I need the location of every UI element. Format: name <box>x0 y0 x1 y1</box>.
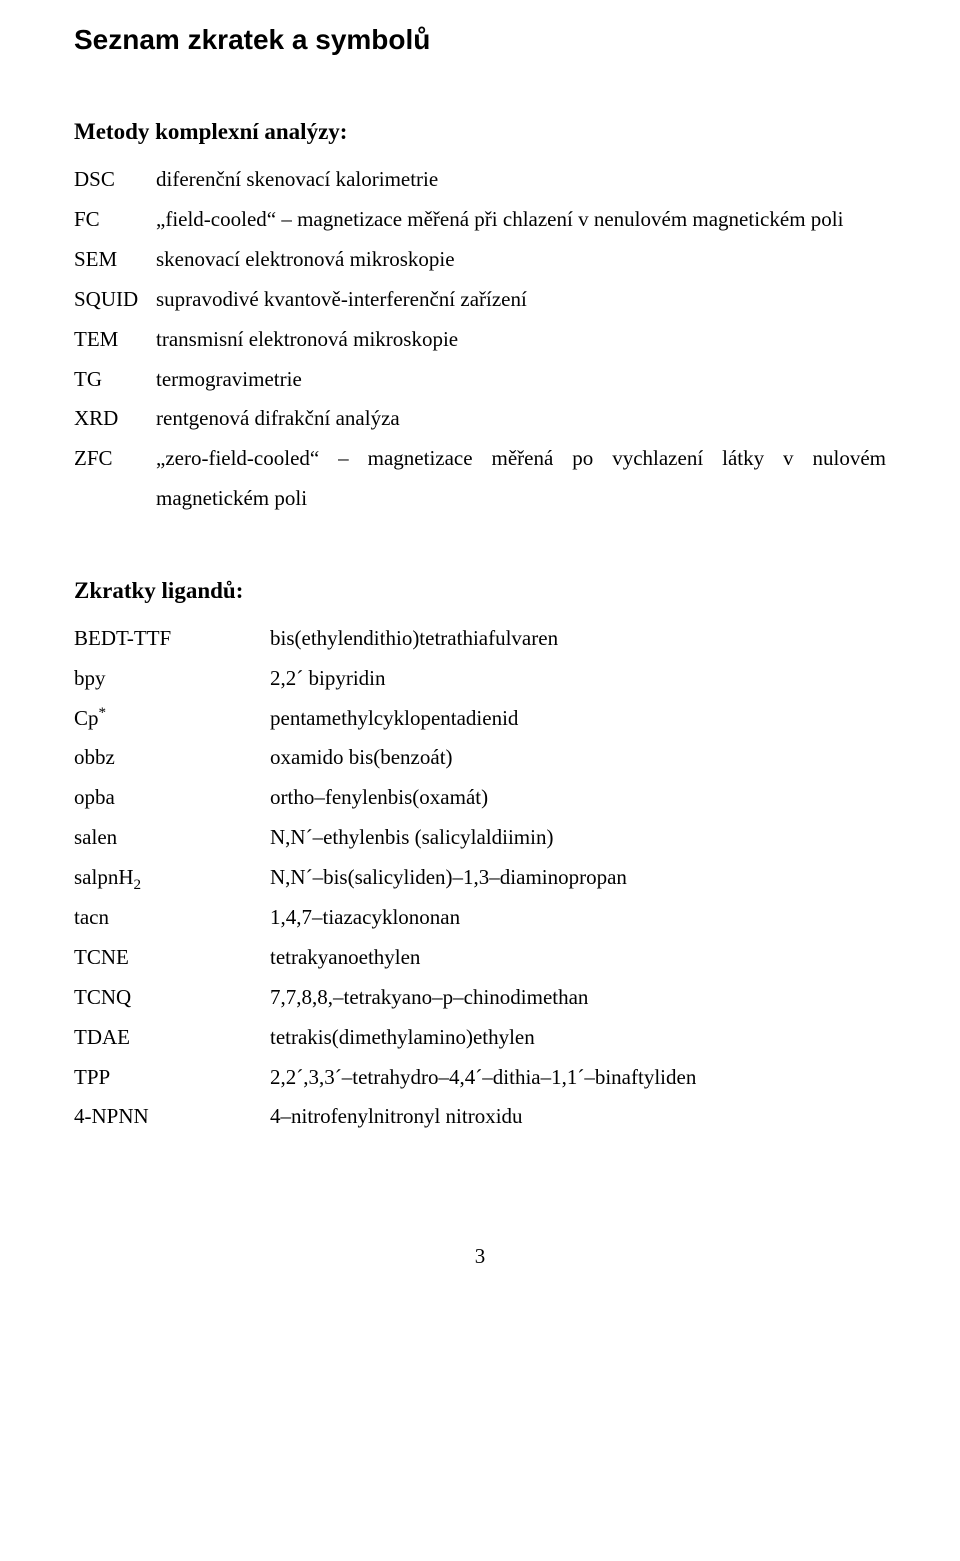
abbrev-term: SEM <box>74 240 156 280</box>
abbrev-row: Cp*pentamethylcyklopentadienid <box>74 699 886 739</box>
abbrev-term: TDAE <box>74 1018 270 1058</box>
abbrev-desc: transmisní elektronová mikroskopie <box>156 320 886 360</box>
abbrev-desc: ortho–fenylenbis(oxamát) <box>270 778 886 818</box>
abbrev-term: Cp* <box>74 699 270 739</box>
section2-heading: Zkratky ligandů: <box>74 569 886 613</box>
abbrev-desc: pentamethylcyklopentadienid <box>270 699 886 739</box>
abbrev-term: TG <box>74 360 156 400</box>
abbrev-term: obbz <box>74 738 270 778</box>
abbrev-term: tacn <box>74 898 270 938</box>
abbrev-row: 4-NPNN4–nitrofenylnitronyl nitroxidu <box>74 1097 886 1137</box>
abbrev-row: opbaortho–fenylenbis(oxamát) <box>74 778 886 818</box>
abbrev-desc: 4–nitrofenylnitronyl nitroxidu <box>270 1097 886 1137</box>
abbrev-term: 4-NPNN <box>74 1097 270 1137</box>
abbrev-row: DSCdiferenční skenovací kalorimetrie <box>74 160 886 200</box>
abbrev-desc: skenovací elektronová mikroskopie <box>156 240 886 280</box>
section2-table: BEDT-TTFbis(ethylendithio)tetrathiafulva… <box>74 619 886 1138</box>
abbrev-desc: supravodivé kvantově-interferenční zaříz… <box>156 280 886 320</box>
abbrev-desc: diferenční skenovací kalorimetrie <box>156 160 886 200</box>
abbrev-row: XRDrentgenová difrakční analýza <box>74 399 886 439</box>
abbrev-term: opba <box>74 778 270 818</box>
abbrev-term: ZFC <box>74 439 156 519</box>
abbrev-term: salpnH2 <box>74 858 270 898</box>
section1-heading: Metody komplexní analýzy: <box>74 110 886 154</box>
abbrev-desc: „field-cooled“ – magnetizace měřená při … <box>156 200 886 240</box>
abbrev-row: TGtermogravimetrie <box>74 360 886 400</box>
abbrev-row: SQUIDsupravodivé kvantově-interferenční … <box>74 280 886 320</box>
abbrev-row: obbzoxamido bis(benzoát) <box>74 738 886 778</box>
abbrev-row: tacn1,4,7–tiazacyklononan <box>74 898 886 938</box>
abbrev-term: FC <box>74 200 156 240</box>
abbrev-desc: bis(ethylendithio)tetrathiafulvaren <box>270 619 886 659</box>
abbrev-desc: termogravimetrie <box>156 360 886 400</box>
abbrev-term: TCNE <box>74 938 270 978</box>
abbrev-desc: 2,2´ bipyridin <box>270 659 886 699</box>
page-title: Seznam zkratek a symbolů <box>74 22 886 58</box>
abbrev-desc: tetrakis(dimethylamino)ethylen <box>270 1018 886 1058</box>
abbrev-term: BEDT-TTF <box>74 619 270 659</box>
abbrev-desc: N,N´–ethylenbis (salicylaldiimin) <box>270 818 886 858</box>
abbrev-term: TCNQ <box>74 978 270 1018</box>
abbrev-row: salenN,N´–ethylenbis (salicylaldiimin) <box>74 818 886 858</box>
abbrev-desc: 7,7,8,8,–tetrakyano–p–chinodimethan <box>270 978 886 1018</box>
abbrev-row: ZFC„zero-field-cooled“ – magnetizace měř… <box>74 439 886 519</box>
abbrev-term: salen <box>74 818 270 858</box>
abbrev-term: bpy <box>74 659 270 699</box>
abbrev-row: TCNEtetrakyanoethylen <box>74 938 886 978</box>
abbrev-term: TPP <box>74 1058 270 1098</box>
abbrev-desc: N,N´–bis(salicyliden)–1,3–diaminopropan <box>270 858 886 898</box>
abbrev-term: XRD <box>74 399 156 439</box>
abbrev-row: TDAEtetrakis(dimethylamino)ethylen <box>74 1018 886 1058</box>
abbrev-term: DSC <box>74 160 156 200</box>
abbrev-row: salpnH2N,N´–bis(salicyliden)–1,3–diamino… <box>74 858 886 898</box>
abbrev-desc: „zero-field-cooled“ – magnetizace měřená… <box>156 439 886 519</box>
abbrev-desc: rentgenová difrakční analýza <box>156 399 886 439</box>
abbrev-row: FC„field-cooled“ – magnetizace měřená př… <box>74 200 886 240</box>
abbrev-desc: tetrakyanoethylen <box>270 938 886 978</box>
abbrev-desc: 1,4,7–tiazacyklononan <box>270 898 886 938</box>
abbrev-desc: 2,2´,3,3´–tetrahydro–4,4´–dithia–1,1´–bi… <box>270 1058 886 1098</box>
abbrev-row: TPP2,2´,3,3´–tetrahydro–4,4´–dithia–1,1´… <box>74 1058 886 1098</box>
abbrev-term: SQUID <box>74 280 156 320</box>
abbrev-desc: oxamido bis(benzoát) <box>270 738 886 778</box>
abbrev-row: SEMskenovací elektronová mikroskopie <box>74 240 886 280</box>
section1-table: DSCdiferenční skenovací kalorimetrieFC„f… <box>74 160 886 519</box>
abbrev-row: bpy2,2´ bipyridin <box>74 659 886 699</box>
abbrev-row: TCNQ7,7,8,8,–tetrakyano–p–chinodimethan <box>74 978 886 1018</box>
abbrev-row: BEDT-TTFbis(ethylendithio)tetrathiafulva… <box>74 619 886 659</box>
abbrev-row: TEMtransmisní elektronová mikroskopie <box>74 320 886 360</box>
abbrev-term: TEM <box>74 320 156 360</box>
page-number: 3 <box>0 1237 960 1295</box>
